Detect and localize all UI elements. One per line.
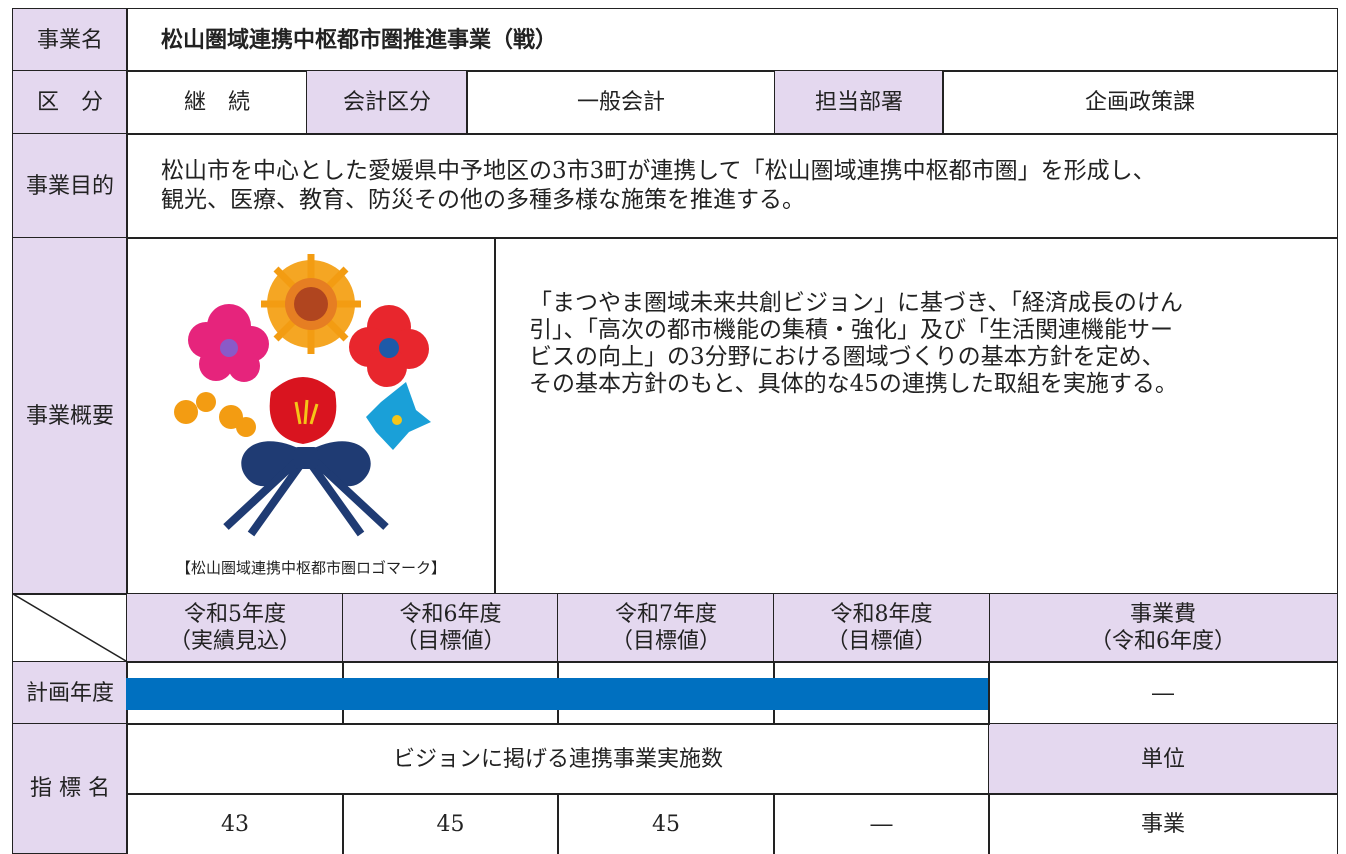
value: 43 — [221, 812, 249, 837]
value: 企画政策課 — [1084, 90, 1195, 115]
diagonal — [13, 594, 126, 661]
text-line: その基本方針のもと、具体的な45の連携した取組を実施する。 — [529, 371, 1178, 397]
header-cell: 令和7年度 （目標値） — [557, 593, 775, 663]
label-cell: 事業名 — [12, 8, 128, 72]
text-line: 松山市を中心とした愛媛県中予地区の3市3町が連携して「松山圏域連携中枢都市圏」を… — [161, 158, 1156, 184]
value-cell: 45 — [342, 793, 559, 854]
value: ビジョンに掲げる連携事業実施数 — [392, 746, 723, 772]
header-line: 令和6年度 — [399, 602, 502, 627]
value: 45 — [652, 812, 680, 837]
value-cell: 一般会計 — [466, 70, 776, 135]
header-cell: 令和5年度 （実績見込） — [126, 593, 344, 663]
header-line: （目標値） — [395, 629, 506, 654]
text-line: 引」、「高次の都市機能の集積・強化」及び「生活関連機能サー — [529, 317, 1173, 343]
value-cell: 継 続 — [126, 70, 308, 135]
header-line: （目標値） — [826, 629, 937, 654]
text-line: 「まつやま圏域未来共創ビジョン」に基づき、「経済成長のけん — [529, 290, 1183, 316]
label-cell: 区 分 — [12, 70, 128, 135]
label: 会計区分 — [342, 90, 431, 115]
label-cell: 会計区分 — [306, 70, 468, 135]
label: 区 分 — [36, 90, 103, 115]
header-line: （令和6年度） — [1090, 629, 1236, 654]
header-line: 令和7年度 — [615, 602, 717, 627]
label: 担当部署 — [814, 90, 903, 115]
value-cell: 43 — [126, 793, 344, 854]
label-cell: 事業目的 — [12, 133, 128, 239]
title-cell: 松山圏域連携中枢都市圏推進事業（戦） — [126, 8, 1338, 72]
header-line: 事業費 — [1129, 602, 1196, 627]
header-line: 令和8年度 — [830, 602, 933, 627]
value-cell: 企画政策課 — [942, 70, 1338, 135]
header-line: 令和5年度 — [184, 602, 286, 627]
label-cell: 担当部署 — [774, 70, 944, 135]
label: 計画年度 — [25, 680, 114, 706]
value-cell: 事業 — [988, 793, 1338, 854]
label: 事業名 — [36, 27, 103, 53]
header-line: （目標値） — [610, 629, 721, 654]
text-line: ビスの向上」の3分野における圏域づくりの基本方針を定め、 — [529, 344, 1165, 370]
value-cell: ― — [773, 793, 990, 854]
caption: 【松山圏域連携中枢都市圏ロゴマーク】 — [175, 559, 446, 577]
header-cell: 令和6年度 （目標値） — [342, 593, 559, 663]
value: 継 続 — [183, 90, 250, 115]
value: ― — [1152, 680, 1174, 706]
text-line: 観光、医療、教育、防災その他の多種多様な施策を推進する。 — [161, 187, 805, 213]
schedule-bar — [126, 678, 988, 710]
label: 事業目的 — [25, 173, 114, 199]
value: 事業 — [1140, 812, 1185, 837]
header-cell: 事業費 （令和6年度） — [988, 593, 1338, 663]
value: 一般会計 — [576, 90, 665, 115]
logo-cell: 【松山圏域連携中枢都市圏ロゴマーク】 — [126, 237, 496, 595]
label: 指 標 名 — [30, 776, 110, 801]
value: 45 — [436, 812, 465, 837]
label-cell: 単位 — [988, 723, 1338, 795]
label: 単位 — [1140, 746, 1185, 772]
overview-cell: 「まつやま圏域未来共創ビジョン」に基づき、「経済成長のけん 引」、「高次の都市機… — [494, 237, 1338, 595]
header-cell: 令和8年度 （目標値） — [773, 593, 990, 663]
indicator-name-cell: ビジョンに掲げる連携事業実施数 — [126, 723, 990, 795]
label-cell: 事業概要 — [12, 237, 128, 595]
value-cell: ― — [988, 661, 1338, 725]
label: 事業概要 — [25, 403, 114, 429]
header-line: （実績見込） — [168, 629, 301, 654]
purpose-cell: 松山市を中心とした愛媛県中予地区の3市3町が連携して「松山圏域連携中枢都市圏」を… — [126, 133, 1338, 239]
value: ― — [870, 812, 893, 837]
label-cell: 計画年度 — [12, 661, 128, 725]
label-cell: 指 標 名 — [12, 723, 128, 854]
logo — [174, 254, 431, 537]
title: 松山圏域連携中枢都市圏推進事業（戦） — [161, 26, 558, 53]
value-cell: 45 — [557, 793, 775, 854]
corner-cell — [12, 593, 128, 663]
